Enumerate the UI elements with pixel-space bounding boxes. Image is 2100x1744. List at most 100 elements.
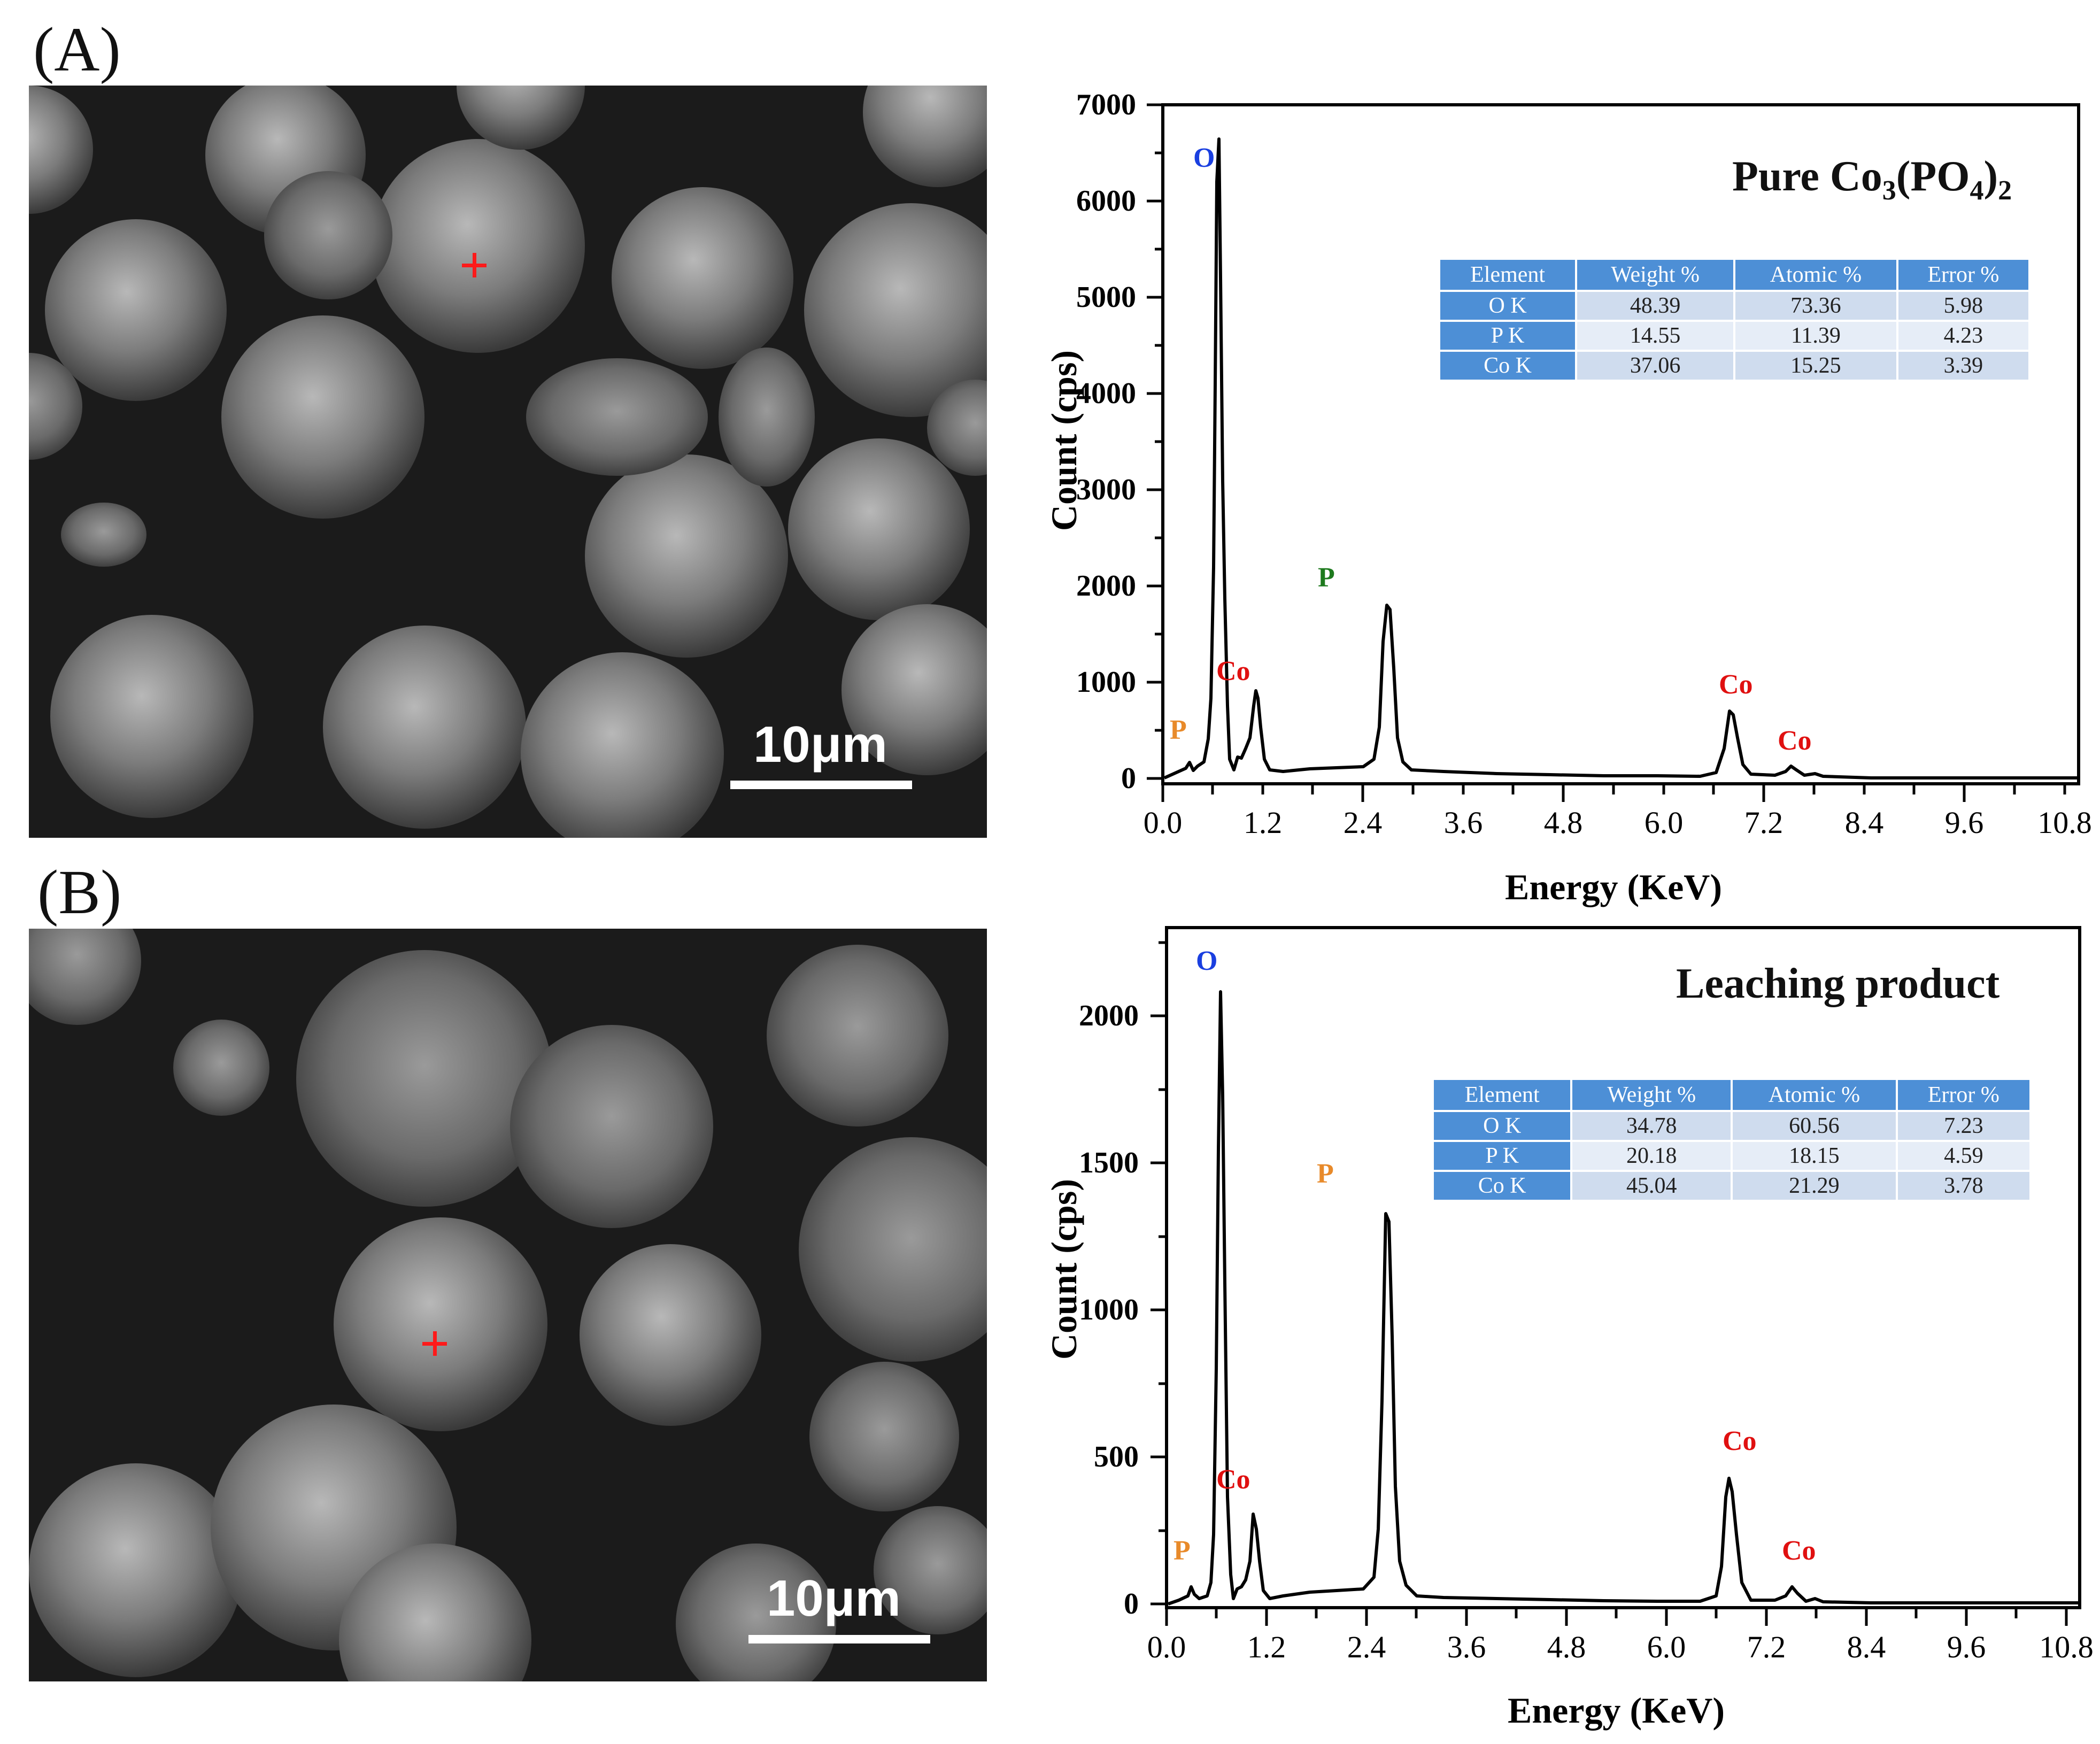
- y-tick-a-1000: 1000: [1076, 666, 1136, 699]
- x-axis-title-b: Energy (KeV): [1508, 1690, 1725, 1731]
- peak-label-p-k-a: P: [1318, 562, 1335, 593]
- x-tick-b-5: 6.0: [1647, 1630, 1686, 1664]
- table-cell-atomic: 18.15: [1733, 1142, 1896, 1170]
- eds-plot-a: [1147, 103, 2080, 802]
- peak-label-co-l-a: Co: [1216, 656, 1250, 686]
- y-tick-a-5000: 5000: [1076, 281, 1136, 314]
- sem-image-b: 10μm: [29, 929, 987, 1681]
- peak-label-p-k-b: P: [1317, 1159, 1334, 1189]
- scale-bar-label-a: 10μm: [753, 716, 887, 773]
- table-cell-weight: 34.78: [1572, 1112, 1731, 1140]
- peak-label-p-minor-a: P: [1170, 715, 1187, 745]
- table-row: P K 14.55 11.39 4.23: [1440, 322, 2028, 350]
- table-cell-error: 7.23: [1897, 1112, 2029, 1140]
- chart-title-b: Leaching product: [1676, 960, 2000, 1007]
- table-cell-element: Co K: [1434, 1172, 1571, 1200]
- scale-bar-label-b: 10μm: [767, 1570, 901, 1627]
- sem-image-a: 10μm: [29, 86, 987, 838]
- eds-table-b: Element Weight % Atomic % Error % O K 34…: [1432, 1078, 2032, 1202]
- peak-label-o-a: O: [1193, 143, 1215, 173]
- table-cell-atomic: 73.36: [1735, 292, 1896, 320]
- table-header-weight: Weight %: [1572, 1080, 1731, 1110]
- x-tick-a-0: 0.0: [1143, 805, 1183, 840]
- x-tick-a-5: 6.0: [1644, 805, 1684, 840]
- table-header-element: Element: [1434, 1080, 1571, 1110]
- x-tick-a-6: 7.2: [1744, 805, 1784, 840]
- y-tick-b-1000: 1000: [1079, 1293, 1139, 1326]
- table-row: O K 34.78 60.56 7.23: [1434, 1112, 2029, 1140]
- x-tick-b-9: 10.8: [2039, 1630, 2094, 1664]
- peak-label-o-b: O: [1196, 946, 1218, 976]
- table-cell-element: O K: [1434, 1112, 1571, 1140]
- x-tick-a-9: 10.8: [2037, 805, 2092, 840]
- table-cell-element: P K: [1440, 322, 1576, 350]
- table-cell-atomic: 15.25: [1735, 352, 1896, 380]
- x-tick-b-7: 8.4: [1847, 1630, 1886, 1664]
- x-tick-b-6: 7.2: [1747, 1630, 1786, 1664]
- scale-bar-a: [730, 781, 912, 789]
- table-header-weight: Weight %: [1577, 260, 1734, 290]
- eds-table-a: Element Weight % Atomic % Error % O K 48…: [1438, 258, 2030, 382]
- x-tick-a-8: 9.6: [1944, 805, 1984, 840]
- x-tick-a-7: 8.4: [1844, 805, 1884, 840]
- scale-bar-b: [748, 1635, 930, 1643]
- y-tick-a-2000: 2000: [1076, 569, 1136, 603]
- peak-label-co-kb-b: Co: [1782, 1535, 1816, 1566]
- spectrum-line-a: [1163, 137, 2077, 780]
- y-tick-a-0: 0: [1121, 762, 1136, 795]
- table-cell-element: O K: [1440, 292, 1576, 320]
- y-tick-a-4000: 4000: [1076, 377, 1136, 410]
- table-header-atomic: Atomic %: [1733, 1080, 1896, 1110]
- table-header-atomic: Atomic %: [1735, 260, 1896, 290]
- peak-label-co-kb-a: Co: [1778, 726, 1812, 756]
- table-cell-weight: 37.06: [1577, 352, 1734, 380]
- panel-label-b: (B): [37, 857, 122, 927]
- x-tick-b-4: 4.8: [1547, 1630, 1586, 1664]
- y-tick-a-6000: 6000: [1076, 184, 1136, 218]
- table-header-error: Error %: [1897, 1080, 2029, 1110]
- table-cell-weight: 14.55: [1577, 322, 1734, 350]
- x-tick-b-0: 0.0: [1147, 1630, 1186, 1664]
- y-tick-b-0: 0: [1124, 1587, 1139, 1620]
- y-tick-a-3000: 3000: [1076, 473, 1136, 506]
- x-axis-title-a: Energy (KeV): [1505, 867, 1723, 907]
- table-cell-atomic: 21.29: [1733, 1172, 1896, 1200]
- spectrum-line-b: [1168, 990, 2078, 1606]
- y-tick-b-2000: 2000: [1079, 999, 1139, 1032]
- table-cell-atomic: 60.56: [1733, 1112, 1896, 1140]
- x-tick-a-2: 2.4: [1343, 805, 1383, 840]
- x-tick-a-3: 3.6: [1443, 805, 1483, 840]
- table-cell-element: Co K: [1440, 352, 1576, 380]
- table-row: P K 20.18 18.15 4.59: [1434, 1142, 2029, 1170]
- y-tick-b-1500: 1500: [1079, 1146, 1139, 1179]
- table-row: O K 48.39 73.36 5.98: [1440, 292, 2028, 320]
- chart-title-a: Pure Co3(PO4)2: [1732, 153, 2012, 206]
- table-cell-weight: 45.04: [1572, 1172, 1731, 1200]
- table-cell-error: 5.98: [1898, 292, 2028, 320]
- peak-label-co-l-b: Co: [1216, 1464, 1250, 1495]
- analysis-point-marker-a: [462, 253, 487, 277]
- table-cell-error: 4.59: [1897, 1142, 2029, 1170]
- x-tick-b-2: 2.4: [1347, 1630, 1386, 1664]
- y-tick-b-500: 500: [1094, 1440, 1139, 1473]
- x-tick-b-3: 3.6: [1447, 1630, 1486, 1664]
- x-tick-b-8: 9.6: [1947, 1630, 1986, 1664]
- y-tick-a-7000: 7000: [1076, 88, 1136, 121]
- x-tick-b-1: 1.2: [1247, 1630, 1286, 1664]
- table-row: Co K 37.06 15.25 3.39: [1440, 352, 2028, 380]
- table-cell-error: 3.39: [1898, 352, 2028, 380]
- panel-label-a: (A): [33, 14, 121, 84]
- table-cell-element: P K: [1434, 1142, 1571, 1170]
- table-cell-weight: 48.39: [1577, 292, 1734, 320]
- analysis-point-marker-b: [422, 1331, 447, 1356]
- x-tick-a-1: 1.2: [1243, 805, 1283, 840]
- sem-particles-b: [29, 929, 987, 1681]
- eds-chart-a: 7000 6000 5000 4000 3000 2000 1000 0 0.0…: [1044, 88, 2092, 907]
- x-tick-a-4: 4.8: [1543, 805, 1583, 840]
- peak-label-p-minor-b: P: [1173, 1535, 1191, 1566]
- table-cell-weight: 20.18: [1572, 1142, 1731, 1170]
- table-header-error: Error %: [1898, 260, 2028, 290]
- y-axis-title-b: Count (cps): [1044, 1178, 1084, 1360]
